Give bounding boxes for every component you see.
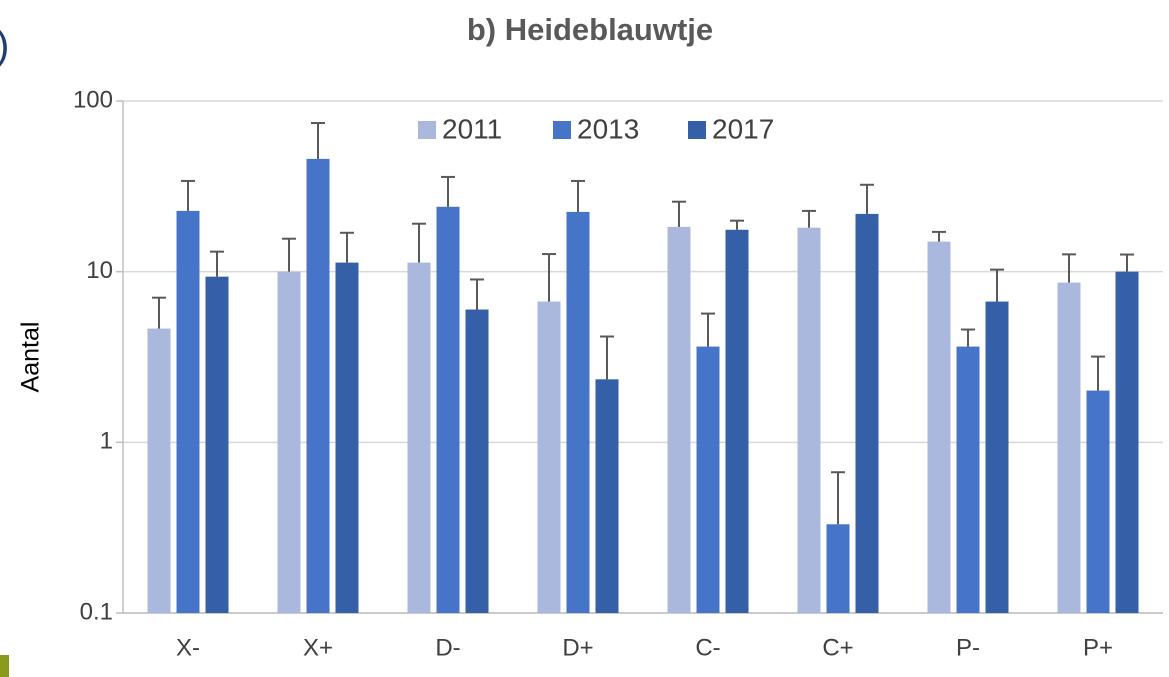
y-tick-label: 100 bbox=[73, 86, 113, 113]
bar bbox=[956, 346, 980, 613]
bar bbox=[537, 301, 561, 613]
decoration bbox=[0, 655, 9, 677]
x-tick-label: P+ bbox=[1083, 634, 1113, 661]
bar bbox=[306, 158, 330, 613]
bar bbox=[725, 229, 749, 613]
y-tick-label: 1 bbox=[100, 428, 113, 455]
bar bbox=[855, 213, 879, 613]
bar bbox=[1057, 282, 1081, 613]
bar bbox=[826, 524, 850, 613]
x-tick-label: C+ bbox=[822, 634, 853, 661]
chart-title: b) Heideblauwtje bbox=[467, 12, 713, 47]
legend-swatch bbox=[553, 121, 571, 139]
bar bbox=[147, 328, 171, 613]
bar bbox=[985, 301, 1009, 613]
bar bbox=[465, 309, 489, 613]
bar bbox=[335, 262, 359, 613]
bar bbox=[696, 346, 720, 613]
bar bbox=[797, 227, 821, 614]
x-tick-label: D- bbox=[435, 634, 460, 661]
bar bbox=[927, 241, 951, 613]
annotation: ) bbox=[0, 24, 9, 68]
legend-swatch bbox=[688, 121, 706, 139]
x-tick-label: X- bbox=[176, 634, 200, 661]
legend-label: 2013 bbox=[577, 113, 639, 144]
x-tick-label: P- bbox=[956, 634, 980, 661]
bar bbox=[277, 271, 301, 613]
bar bbox=[1086, 390, 1110, 613]
bar bbox=[566, 211, 590, 614]
bar bbox=[436, 206, 460, 613]
x-tick-label: X+ bbox=[303, 634, 333, 661]
x-tick-label: D+ bbox=[562, 634, 593, 661]
y-tick-label: 0.1 bbox=[80, 598, 113, 625]
bar bbox=[667, 226, 691, 614]
bar bbox=[1115, 271, 1139, 613]
legend-label: 2017 bbox=[712, 113, 774, 144]
y-axis-label: Aantal bbox=[17, 322, 45, 393]
y-tick-label: 10 bbox=[86, 257, 113, 284]
bar bbox=[407, 262, 431, 613]
bar bbox=[595, 379, 619, 613]
x-tick-label: C- bbox=[695, 634, 720, 661]
bar bbox=[205, 276, 229, 613]
bar bbox=[176, 210, 200, 614]
legend-swatch bbox=[418, 121, 436, 139]
legend-label: 2011 bbox=[442, 113, 502, 144]
